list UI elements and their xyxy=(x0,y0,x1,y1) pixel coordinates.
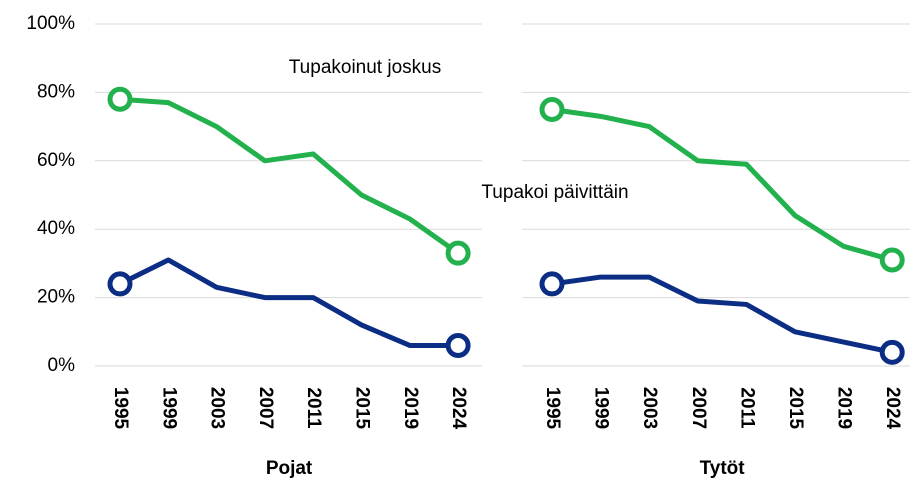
group-label: Pojat xyxy=(266,458,313,479)
series-line xyxy=(118,257,459,348)
x-tick-label: 1999 xyxy=(158,387,179,429)
x-tick-label: 1999 xyxy=(591,387,612,429)
x-tick-label: 2019 xyxy=(400,387,421,429)
x-tick-label: 1995 xyxy=(110,387,131,430)
series-line xyxy=(119,96,460,256)
end-marker xyxy=(107,271,133,297)
group-label: Tytöt xyxy=(700,458,746,479)
end-marker xyxy=(107,86,133,112)
series-line xyxy=(551,274,893,355)
x-tick-label: 2007 xyxy=(688,387,709,429)
end-marker xyxy=(879,247,905,273)
series-line xyxy=(551,107,893,263)
end-marker xyxy=(445,240,471,266)
series-label: Tupakoinut joskus xyxy=(289,57,441,78)
x-tick-label: 2015 xyxy=(785,387,806,430)
x-tick-label: 2024 xyxy=(882,387,903,430)
x-tick-label: 2015 xyxy=(351,387,372,430)
end-marker xyxy=(539,97,565,122)
x-tick-label: 2024 xyxy=(448,387,469,430)
x-tick-label: 2007 xyxy=(255,387,276,429)
y-tick-label: 80% xyxy=(37,81,75,102)
x-tick-label: 2011 xyxy=(736,387,757,429)
x-tick-label: 2003 xyxy=(207,387,228,429)
y-tick-label: 100% xyxy=(26,13,75,34)
y-tick-label: 40% xyxy=(37,218,75,239)
y-tick-label: 0% xyxy=(48,355,76,376)
series-label: Tupakoi päivittäin xyxy=(481,182,628,203)
x-tick-label: 2003 xyxy=(639,387,660,429)
end-marker xyxy=(445,332,471,358)
y-tick-label: 60% xyxy=(37,150,75,171)
y-tick-label: 20% xyxy=(37,287,75,308)
x-tick-label: 2011 xyxy=(303,387,324,429)
end-marker xyxy=(539,271,565,297)
x-tick-label: 2019 xyxy=(834,387,855,429)
end-marker xyxy=(879,339,905,365)
x-tick-label: 1995 xyxy=(542,387,563,430)
